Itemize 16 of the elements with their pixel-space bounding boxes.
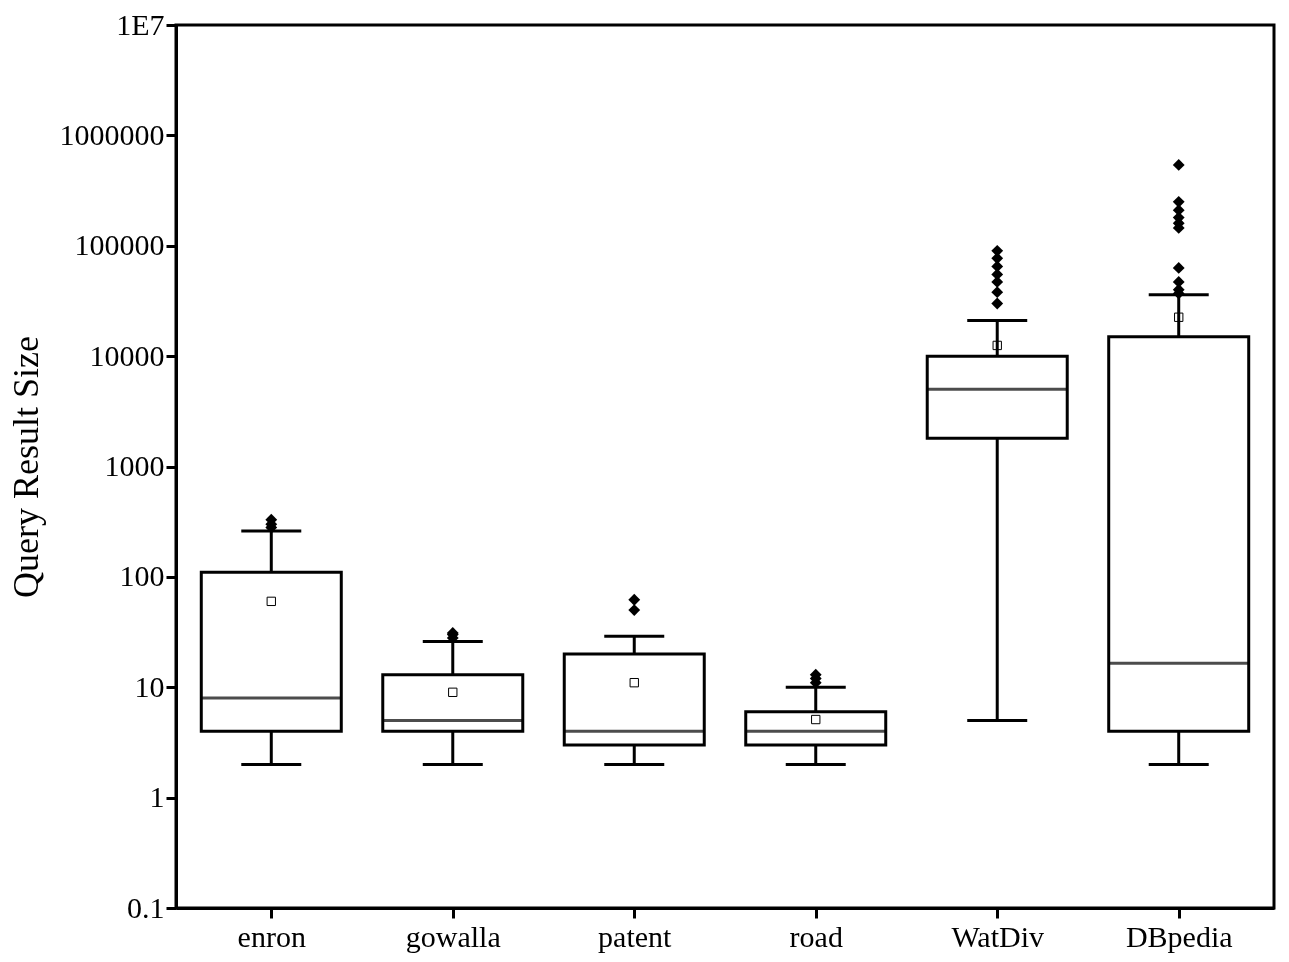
x-tick-label: WatDiv xyxy=(951,919,1045,953)
x-tick-label: gowalla xyxy=(405,919,501,953)
y-tick-label: 1 xyxy=(149,780,165,814)
y-tick-label: 10000 xyxy=(89,338,165,372)
y-tick-label: 1E7 xyxy=(116,7,165,41)
x-tick-label: DBpedia xyxy=(1125,919,1233,953)
x-tick-label: patent xyxy=(598,919,673,953)
x-tick-label: road xyxy=(789,919,843,953)
y-tick-label: 100000 xyxy=(74,228,165,262)
y-tick-label: 1000000 xyxy=(59,117,165,151)
y-axis-title: Query Result Size xyxy=(5,336,46,598)
y-tick-label: 100 xyxy=(119,559,165,593)
y-tick-label: 10 xyxy=(134,669,165,703)
x-tick-label: enron xyxy=(237,919,306,953)
y-tick-label: 0.1 xyxy=(127,890,165,924)
y-tick-label: 1000 xyxy=(104,449,165,482)
